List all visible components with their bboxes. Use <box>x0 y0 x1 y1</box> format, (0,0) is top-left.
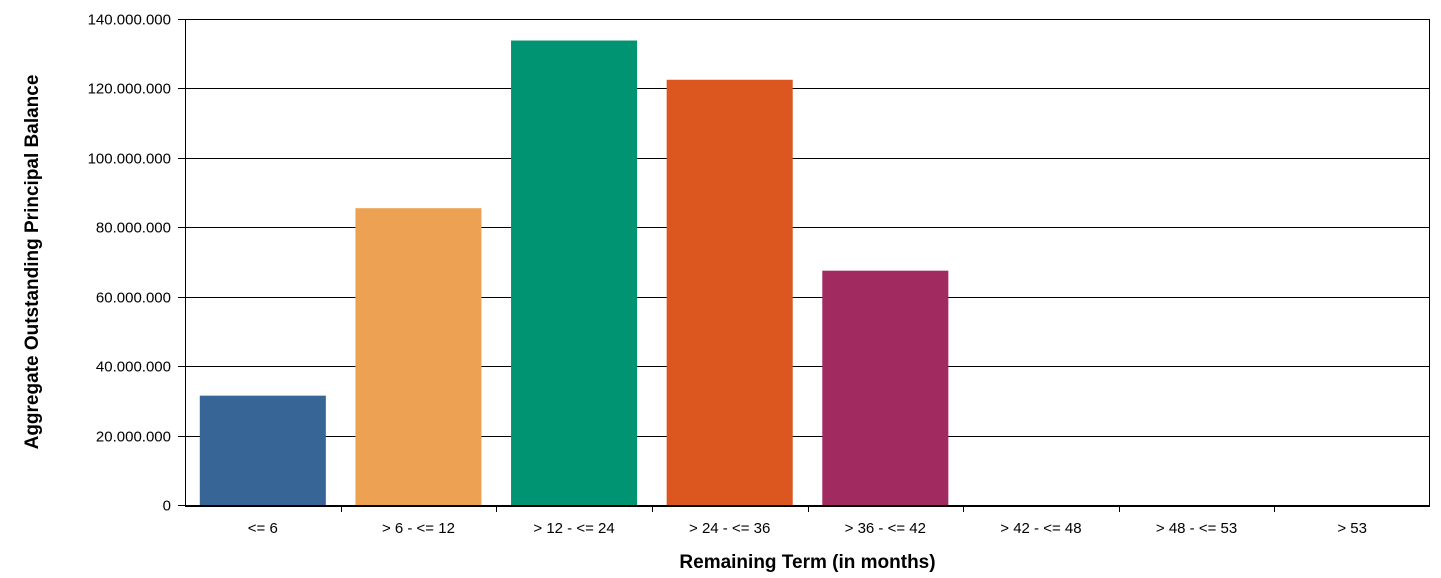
y-tick-label: 60.000.000 <box>96 290 171 307</box>
x-tick-label: > 36 - <= 42 <box>845 520 926 537</box>
y-tick-label: 120.000.000 <box>88 81 171 98</box>
x-tick-labels: <= 6 > 6 - <= 12 > 12 - <= 24 > 24 - <= 36 >… <box>248 520 1367 537</box>
y-axis-title: Aggregate Outstanding Principal Balance <box>22 75 43 450</box>
bar <box>355 208 482 505</box>
axes <box>178 19 1430 512</box>
bar <box>511 40 638 505</box>
y-tick-label: 80.000.000 <box>96 220 171 237</box>
bar <box>822 270 949 505</box>
y-tick-label: 40.000.000 <box>96 359 171 376</box>
x-tick-label: > 24 - <= 36 <box>689 520 770 537</box>
x-tick-label: > 48 - <= 53 <box>1156 520 1237 537</box>
x-axis-title: Remaining Term (in months) <box>679 552 935 573</box>
y-tick-label: 0 <box>163 498 171 515</box>
y-tick-label: 140.000.000 <box>88 12 171 29</box>
y-tick-label: 20.000.000 <box>96 429 171 446</box>
y-tick-label: 100.000.000 <box>88 151 171 168</box>
x-tick-label: > 42 - <= 48 <box>1000 520 1081 537</box>
bar <box>199 395 326 505</box>
x-tick-label: > 12 - <= 24 <box>533 520 614 537</box>
bar <box>666 79 793 505</box>
x-tick-label: <= 6 <box>248 520 278 537</box>
bars <box>199 40 949 505</box>
y-tick-labels: 0 20.000.000 40.000.000 60.000.000 80.000.00… <box>88 12 171 515</box>
x-tick-label: > 6 - <= 12 <box>382 520 455 537</box>
x-tick-label: > 53 <box>1337 520 1367 537</box>
